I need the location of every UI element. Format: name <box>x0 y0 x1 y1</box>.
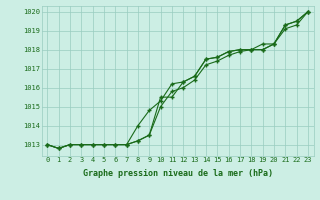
X-axis label: Graphe pression niveau de la mer (hPa): Graphe pression niveau de la mer (hPa) <box>83 169 273 178</box>
